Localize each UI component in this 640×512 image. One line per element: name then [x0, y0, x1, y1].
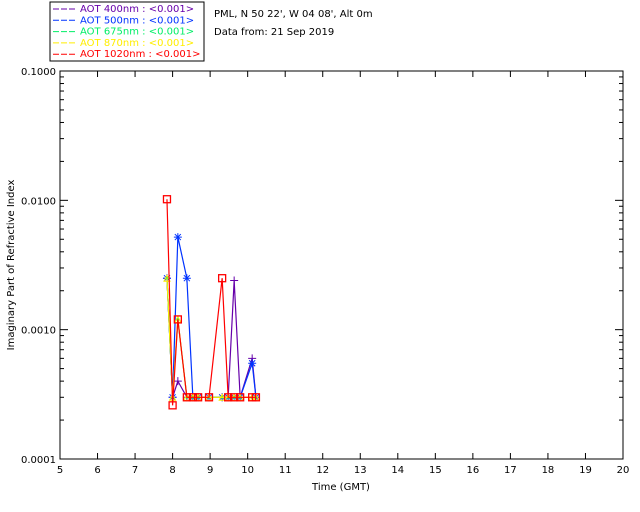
- chart-subtitle: Data from: 21 Sep 2019: [214, 27, 334, 38]
- x-tick-label: 7: [132, 465, 138, 476]
- data-point: [173, 315, 183, 324]
- data-point: [217, 274, 227, 283]
- legend-label: AOT 870nm : <0.001>: [80, 38, 194, 49]
- x-tick-label: 14: [391, 465, 404, 476]
- data-point: [168, 401, 177, 410]
- x-tick-label: 19: [579, 465, 592, 476]
- x-tick-label: 15: [429, 465, 442, 476]
- x-tick-label: 10: [241, 465, 254, 476]
- x-tick-label: 5: [57, 465, 63, 476]
- legend-label: AOT 675nm : <0.001>: [80, 27, 194, 38]
- y-tick-label: 0.1000: [21, 67, 56, 78]
- data-point: [248, 359, 257, 368]
- y-tick-label: 0.0100: [21, 196, 56, 207]
- data-point: [223, 393, 233, 402]
- x-tick-label: 9: [207, 465, 213, 476]
- data-point: [182, 393, 192, 402]
- x-tick-label: 18: [542, 465, 555, 476]
- x-tick-label: 8: [169, 465, 175, 476]
- x-tick-label: 12: [316, 465, 329, 476]
- data-point: [173, 233, 182, 242]
- data-point: [218, 393, 226, 401]
- data-point: [162, 195, 172, 204]
- data-point: [251, 393, 261, 402]
- data-point: [236, 393, 245, 402]
- y-tick-label: 0.0010: [21, 326, 56, 337]
- x-tick-label: 17: [504, 465, 517, 476]
- x-tick-label: 13: [354, 465, 367, 476]
- x-axis-label: Time (GMT): [311, 482, 370, 493]
- data-point: [188, 393, 198, 402]
- legend-label: AOT 500nm : <0.001>: [80, 15, 194, 26]
- data-point: [204, 393, 214, 402]
- data-point: [193, 393, 203, 402]
- series-line: [166, 199, 256, 406]
- chart-title: PML, N 50 22', W 04 08', Alt 0m: [214, 9, 373, 20]
- x-tick-label: 6: [94, 465, 100, 476]
- plot-area: [59, 70, 624, 460]
- x-tick-label: 20: [617, 465, 630, 476]
- data-point: [230, 276, 239, 285]
- x-tick-label: 11: [279, 465, 292, 476]
- y-tick-label: 0.0001: [21, 455, 56, 466]
- legend-label: AOT 1020nm : <0.001>: [80, 49, 200, 60]
- legend-box: [49, 1, 205, 62]
- legend-label: AOT 400nm : <0.001>: [80, 4, 194, 15]
- data-point: [173, 377, 182, 386]
- series-4: [162, 195, 261, 410]
- y-axis-label: Imaginary Part of Refractive Index: [6, 180, 17, 351]
- data-point: [182, 274, 191, 283]
- data-point: [163, 274, 171, 282]
- x-tick-label: 16: [466, 465, 479, 476]
- data-point: [230, 393, 239, 402]
